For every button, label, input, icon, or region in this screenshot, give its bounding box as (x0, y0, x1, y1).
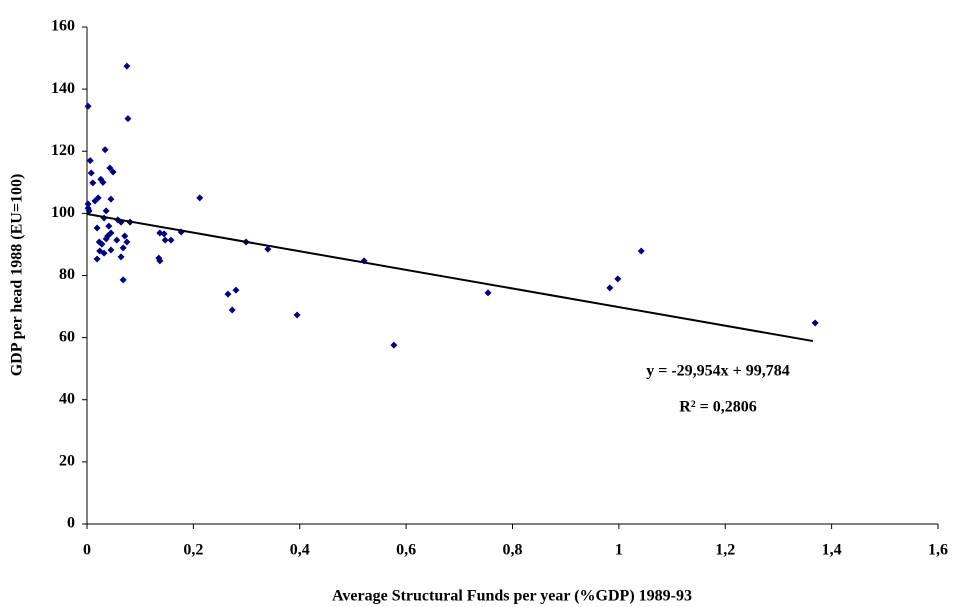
y-tick-label: 20 (59, 453, 75, 470)
point (390, 341, 398, 349)
point (232, 286, 240, 294)
point (107, 229, 115, 237)
point (99, 178, 107, 186)
y-tick-label: 40 (59, 390, 75, 407)
point (102, 207, 110, 215)
y-tick-label: 60 (59, 328, 75, 345)
point (264, 245, 272, 253)
point (106, 164, 114, 172)
point (84, 200, 92, 208)
point (811, 319, 819, 327)
x-tick-label: 1 (615, 542, 623, 559)
point (93, 224, 101, 232)
x-tick-label: 0 (83, 542, 91, 559)
point (161, 236, 169, 244)
x-tick-label: 1,2 (715, 542, 735, 559)
y-tick-label: 160 (51, 18, 75, 35)
point (119, 244, 127, 252)
point (107, 195, 115, 203)
point (121, 232, 129, 240)
x-tick-label: 0,2 (183, 542, 203, 559)
point (119, 276, 127, 284)
point (117, 253, 125, 261)
trendline-equation: y = -29,954x + 99,784 (646, 363, 790, 380)
point (94, 194, 102, 202)
y-tick-label: 80 (59, 266, 75, 283)
trendline-r2: R² = 0,2806 (679, 399, 756, 416)
point (105, 222, 113, 230)
point (123, 238, 131, 246)
point (100, 249, 108, 257)
point (606, 284, 614, 292)
point (93, 255, 101, 263)
point (293, 311, 301, 319)
point (167, 236, 175, 244)
x-tick-label: 0,8 (503, 542, 523, 559)
point (84, 102, 92, 110)
y-tick-label: 100 (51, 204, 75, 221)
point (196, 194, 204, 202)
point (156, 257, 164, 265)
point (101, 146, 109, 154)
point (89, 179, 97, 187)
y-tick-label: 140 (51, 80, 75, 97)
x-tick-label: 1,6 (928, 542, 948, 559)
point (614, 275, 622, 283)
point (228, 306, 236, 314)
point (113, 236, 121, 244)
point (124, 115, 132, 123)
point (85, 207, 93, 215)
point (107, 246, 115, 254)
y-tick-label: 0 (67, 515, 75, 532)
point (102, 235, 110, 243)
x-tick-label: 1,4 (822, 542, 842, 559)
x-tick-label: 0,4 (290, 542, 310, 559)
point (637, 247, 645, 255)
point (484, 289, 492, 297)
y-tick-label: 120 (51, 142, 75, 159)
trendline (86, 213, 814, 343)
point (109, 168, 117, 176)
point (98, 240, 106, 248)
point (86, 157, 94, 165)
x-axis-title: Average Structural Funds per year (%GDP)… (332, 588, 692, 605)
point (160, 230, 168, 238)
x-tick-label: 0,6 (396, 542, 416, 559)
point (87, 169, 95, 177)
point (224, 290, 232, 298)
point (123, 62, 131, 70)
y-axis-title: GDP per head 1988 (EU=100) (9, 174, 26, 377)
